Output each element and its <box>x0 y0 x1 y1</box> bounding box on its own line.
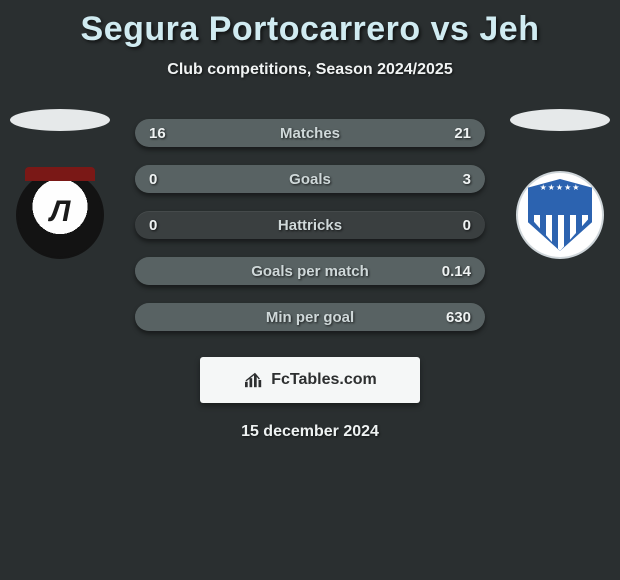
crest-letter: Л <box>50 195 71 229</box>
branding-badge: FcTables.com <box>200 357 420 403</box>
stats-area: Л ★★★★★ 16Matches210Goals30Hattricks0Goa… <box>0 119 620 331</box>
stat-row: Min per goal630 <box>135 303 485 331</box>
bars-icon <box>243 371 265 389</box>
value-right: 0 <box>463 217 471 234</box>
player-ellipse-left <box>10 109 110 131</box>
stat-label: Hattricks <box>135 217 485 234</box>
value-right: 21 <box>454 125 471 142</box>
subtitle: Club competitions, Season 2024/2025 <box>0 61 620 79</box>
stat-rows: 16Matches210Goals30Hattricks0Goals per m… <box>135 119 485 331</box>
team-left-crest: Л <box>16 171 104 259</box>
crest-stars: ★★★★★ <box>540 183 581 192</box>
shield-icon: ★★★★★ <box>528 179 592 251</box>
crest-stripes <box>528 215 592 251</box>
stat-row: Goals per match0.14 <box>135 257 485 285</box>
stat-label: Matches <box>135 125 485 142</box>
date-text: 15 december 2024 <box>0 423 620 441</box>
stat-label: Goals <box>135 171 485 188</box>
player-ellipse-right <box>510 109 610 131</box>
stat-row: 16Matches21 <box>135 119 485 147</box>
value-right: 630 <box>446 309 471 326</box>
stat-label: Goals per match <box>135 263 485 280</box>
team-right-crest: ★★★★★ <box>516 171 604 259</box>
page-title: Segura Portocarrero vs Jeh <box>0 10 620 49</box>
value-right: 3 <box>463 171 471 188</box>
stat-row: 0Goals3 <box>135 165 485 193</box>
stat-row: 0Hattricks0 <box>135 211 485 239</box>
branding-text: FcTables.com <box>271 371 377 389</box>
team-left-column: Л <box>0 109 120 259</box>
team-right-column: ★★★★★ <box>500 109 620 259</box>
stat-label: Min per goal <box>135 309 485 326</box>
value-right: 0.14 <box>442 263 471 280</box>
